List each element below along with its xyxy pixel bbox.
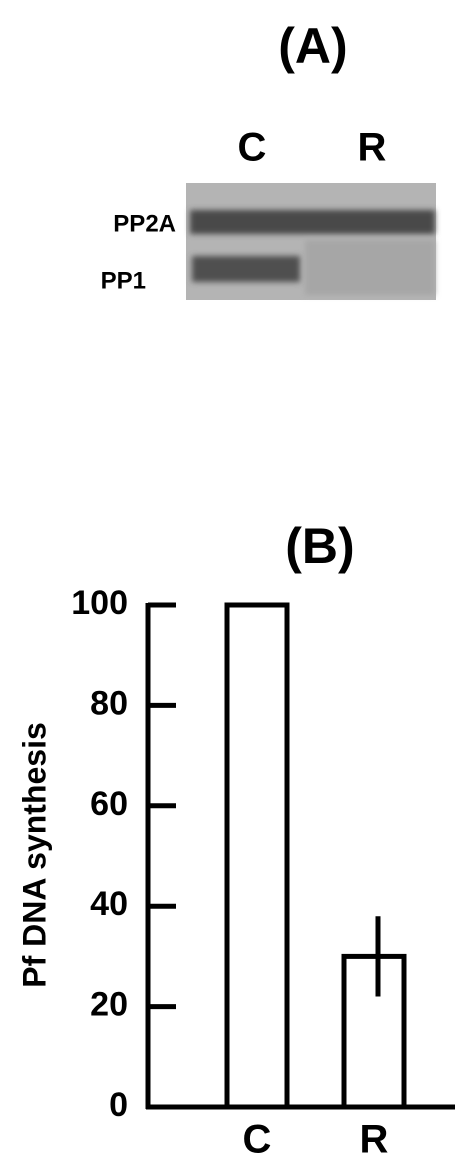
x-tick-label: C	[243, 1118, 272, 1162]
band-label: PP2A	[113, 210, 176, 237]
y-tick-label: 0	[109, 1086, 128, 1124]
y-tick-label: 40	[90, 885, 128, 923]
y-axis-label: Pf DNA synthesis	[16, 722, 52, 988]
lane-label: R	[358, 126, 387, 170]
chart-title: (B)	[285, 518, 354, 574]
lane-label: C	[238, 126, 267, 170]
band-label: PP1	[101, 267, 146, 294]
bar	[344, 956, 404, 1107]
y-tick-label: 20	[90, 986, 128, 1024]
panel-label: (A)	[278, 18, 347, 74]
y-tick-label: 80	[90, 684, 128, 722]
x-tick-label: R	[360, 1118, 389, 1162]
bar	[227, 605, 287, 1107]
y-tick-label: 100	[71, 584, 128, 622]
gel	[186, 183, 436, 300]
figure: (A) C R PP2A PP1 (B) Pf DNA synthesis 0 2…	[0, 0, 455, 1163]
y-tick-label: 60	[90, 785, 128, 823]
